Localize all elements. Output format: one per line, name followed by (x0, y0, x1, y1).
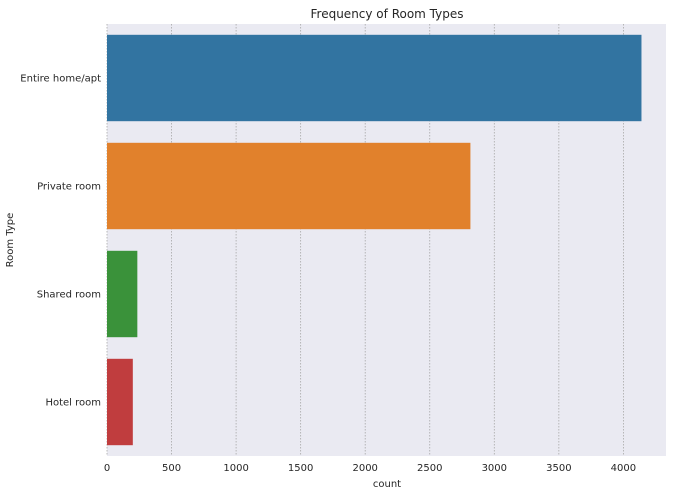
bar (107, 142, 471, 230)
x-tick-label: 2500 (417, 463, 442, 474)
x-tick-label: 1500 (288, 463, 313, 474)
x-tick-label: 3000 (482, 463, 507, 474)
y-tick-label: Entire home/apt (20, 74, 101, 85)
y-tick-label: Shared room (37, 290, 101, 301)
x-tick-label: 0 (104, 463, 110, 474)
x-tick-label: 1000 (223, 463, 248, 474)
x-axis-label: count (373, 479, 401, 490)
y-axis-label: Room Type (5, 213, 16, 268)
bars (107, 34, 642, 446)
x-tick-label: 4000 (611, 463, 636, 474)
bar (107, 358, 133, 446)
x-tick-labels: 0 500 1000 1500 2000 2500 3000 3500 4000 (104, 463, 636, 474)
y-tick-labels: Entire home/apt Private room Shared room Ho… (20, 74, 101, 409)
bar (107, 250, 138, 338)
chart-title: Frequency of Room Types (311, 7, 464, 21)
x-tick-label: 3500 (546, 463, 571, 474)
x-tick-label: 2000 (352, 463, 377, 474)
y-tick-label: Hotel room (45, 398, 101, 409)
bar (107, 34, 642, 122)
y-tick-label: Private room (37, 182, 101, 193)
x-tick-label: 500 (162, 463, 181, 474)
